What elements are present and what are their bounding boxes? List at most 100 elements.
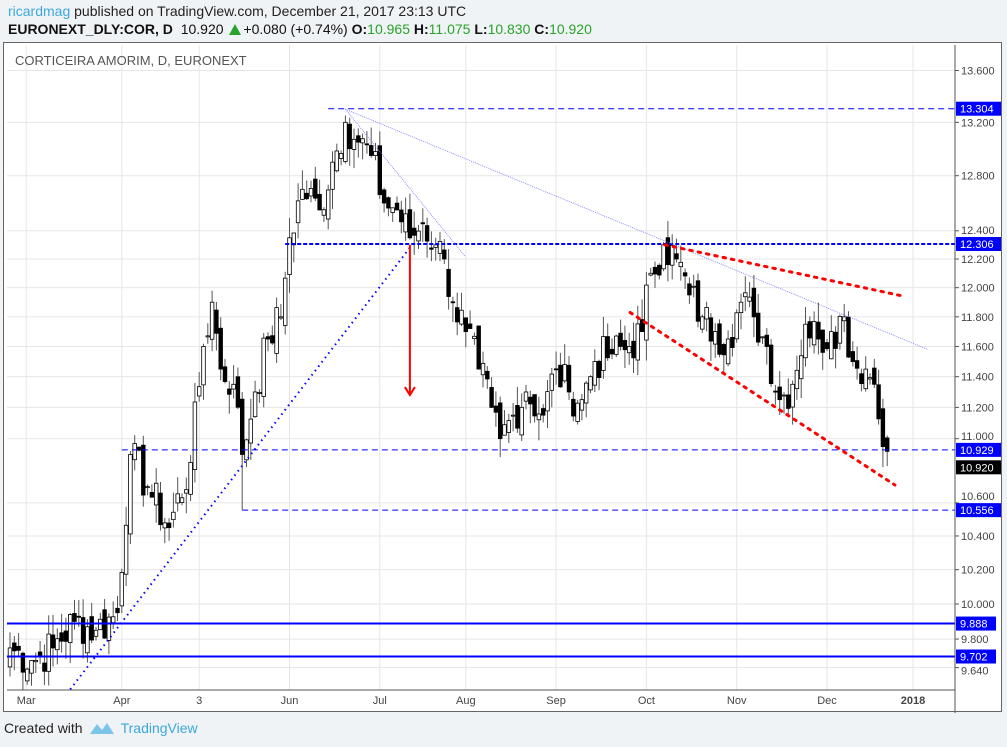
candle-body — [523, 391, 529, 402]
candle-body — [145, 486, 150, 489]
candle-body — [115, 607, 120, 614]
candle-body — [648, 272, 653, 276]
candle-body — [463, 317, 468, 333]
candle-body — [713, 331, 718, 345]
candle-body — [678, 261, 683, 268]
candle-body — [846, 316, 851, 358]
candle-body — [80, 617, 86, 644]
level-badge — [956, 649, 996, 664]
candle-body — [472, 335, 477, 340]
x-tick-label: 2018 — [901, 695, 925, 707]
candle-body — [377, 145, 382, 196]
candle-body — [287, 237, 292, 276]
candle-body — [609, 348, 615, 355]
candle-body — [807, 321, 812, 339]
author-link[interactable]: ricardmag — [8, 3, 71, 19]
candle-body — [644, 284, 649, 341]
y-tick-label: 13.200 — [961, 118, 995, 130]
candle-body — [442, 249, 447, 260]
candle-body — [373, 151, 378, 156]
candle-body — [493, 405, 499, 413]
candle-body — [437, 241, 443, 254]
candle-body — [446, 268, 451, 297]
candle-body — [347, 123, 352, 150]
candle-body — [545, 391, 550, 412]
candle-body — [364, 143, 370, 146]
level-badge — [956, 442, 1001, 457]
candle-body — [59, 632, 64, 642]
candle-body — [119, 572, 124, 607]
candle-body — [20, 652, 26, 673]
candle-body — [506, 420, 511, 433]
candle-body — [192, 401, 198, 470]
candle-body — [12, 642, 17, 652]
y-tick-label: 11.600 — [961, 342, 994, 354]
x-tick-label: Dec — [817, 695, 837, 707]
trendline-long-downtrend — [345, 108, 929, 350]
candle-body — [386, 197, 391, 209]
candle-body — [321, 209, 327, 216]
x-tick-label: Aug — [456, 695, 476, 707]
candle-body — [72, 613, 77, 622]
candle-body — [429, 247, 434, 250]
candle-body — [55, 638, 60, 651]
candle-body — [433, 244, 438, 248]
candle-body — [360, 138, 365, 144]
candle-body — [768, 344, 774, 384]
candle-body — [738, 301, 744, 313]
candle-body — [803, 323, 808, 359]
candle-body — [295, 200, 301, 224]
candle-body — [751, 287, 757, 318]
candle-body — [330, 161, 335, 190]
candle-body — [708, 317, 714, 342]
candle-body — [424, 225, 430, 242]
candle-body — [390, 207, 395, 213]
tradingview-link[interactable]: TradingView — [120, 720, 198, 736]
candle-body — [76, 615, 81, 618]
level-badge-label: 10.556 — [960, 505, 994, 517]
candle-body — [532, 394, 537, 417]
candle-body — [304, 192, 309, 200]
candle-body — [270, 335, 275, 344]
candle-body — [184, 489, 189, 494]
last-price: 10.920 — [180, 21, 224, 37]
candle-body — [635, 323, 640, 361]
candle-body — [592, 361, 597, 386]
y-tick-label: 10.600 — [961, 491, 995, 503]
candle-body — [252, 391, 258, 418]
candle-body — [833, 331, 838, 349]
candle-body — [231, 383, 236, 390]
low-label: L: — [474, 21, 488, 37]
candle-body — [721, 344, 726, 356]
level-badge-label: 10.929 — [960, 445, 994, 457]
candle-body — [571, 398, 576, 417]
candle-body — [399, 209, 404, 223]
candle-body — [627, 346, 632, 354]
candle-body — [50, 634, 56, 649]
candle-body — [657, 264, 662, 276]
candle-body — [179, 497, 185, 503]
candle-body — [132, 443, 137, 461]
level-badge — [956, 101, 1001, 116]
x-tick-label: Oct — [638, 695, 655, 707]
candle-body — [558, 364, 563, 388]
candle-body — [166, 522, 172, 529]
candle-body — [842, 316, 847, 322]
candle-body — [368, 145, 374, 156]
candle-body — [459, 309, 464, 325]
candle-body — [700, 316, 705, 330]
candle-body — [308, 188, 314, 197]
candle-body — [588, 376, 593, 391]
candle-body — [824, 342, 830, 350]
level-badge-label: 9.702 — [960, 652, 988, 664]
candle-body — [854, 360, 860, 369]
candle-body — [725, 338, 731, 365]
candle-body — [773, 390, 778, 393]
open-label: O: — [351, 21, 368, 37]
candle-body — [747, 296, 752, 302]
candle-body — [579, 399, 585, 411]
candle-body — [265, 336, 271, 340]
candle-body — [489, 387, 494, 408]
open-value: 10.965 — [367, 21, 410, 37]
